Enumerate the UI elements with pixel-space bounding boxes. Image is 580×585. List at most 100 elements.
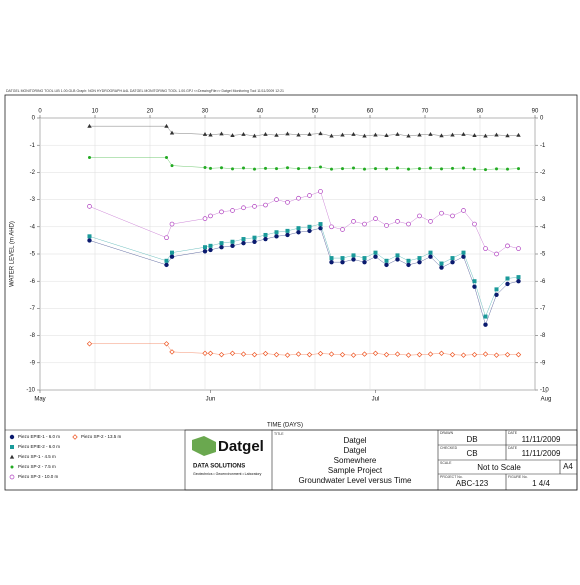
point — [505, 281, 510, 287]
point — [274, 230, 279, 235]
sheet-size: A4 — [563, 462, 573, 471]
point — [440, 167, 443, 171]
point — [285, 131, 290, 136]
point — [362, 221, 367, 227]
series — [87, 225, 521, 327]
point — [230, 208, 235, 213]
point — [406, 258, 411, 263]
point — [395, 219, 400, 224]
point — [394, 351, 401, 357]
point — [163, 341, 170, 347]
point — [417, 259, 422, 265]
point — [263, 236, 268, 242]
point — [517, 167, 520, 171]
logo-name: Datgel — [218, 438, 264, 455]
y-tick-label: -10 — [26, 388, 35, 394]
date-label-2: DATE — [508, 446, 518, 450]
point — [472, 279, 477, 284]
point — [275, 167, 278, 171]
checked-label: CHECKED — [440, 446, 458, 450]
point — [329, 224, 334, 230]
point — [318, 222, 323, 227]
point — [307, 193, 312, 198]
point — [231, 167, 234, 171]
x-axis-title: TIME (DAYS) — [267, 423, 303, 429]
point — [483, 322, 488, 327]
point — [219, 245, 224, 250]
point — [505, 133, 510, 138]
point — [406, 221, 411, 227]
point — [373, 254, 378, 259]
y2-tick-label: -2 — [540, 170, 546, 176]
point — [396, 166, 399, 170]
point — [285, 232, 290, 238]
point — [494, 287, 499, 292]
point — [482, 351, 489, 357]
point — [506, 167, 509, 171]
point — [164, 258, 169, 263]
point — [209, 166, 212, 170]
point — [494, 292, 499, 297]
point — [350, 352, 357, 358]
title-line: Datgel — [343, 446, 366, 455]
point — [308, 166, 311, 170]
point — [395, 132, 400, 136]
point — [439, 265, 444, 270]
point — [241, 205, 246, 211]
y-tick-label: -1 — [30, 143, 36, 149]
point — [87, 204, 92, 209]
point — [516, 246, 521, 251]
point — [351, 219, 356, 224]
legend-label: Piezo SP-1 - 4.5 m — [18, 454, 56, 459]
point — [328, 351, 335, 357]
x-tick-label: 30 — [202, 109, 209, 115]
point — [505, 243, 510, 249]
point — [505, 276, 510, 281]
point — [319, 165, 322, 169]
point — [87, 123, 92, 128]
point — [230, 243, 235, 249]
y-tick-label: -4 — [30, 224, 36, 230]
point — [428, 254, 433, 259]
y2-tick-label: -9 — [540, 360, 546, 366]
legend-label: Piezo SP-3 - 10.0 m — [18, 474, 59, 479]
point — [208, 132, 213, 137]
point — [252, 133, 257, 138]
point — [202, 350, 208, 356]
point — [164, 123, 169, 128]
y2-tick-label: -8 — [540, 333, 546, 339]
series — [87, 222, 521, 319]
point — [385, 167, 388, 171]
y2-tick-label: 0 — [540, 116, 544, 122]
point — [449, 351, 456, 358]
legend-label: Piezo EPIE-1 - 6.0 m — [18, 434, 60, 439]
point — [318, 225, 323, 231]
x-tick-label: 90 — [532, 109, 539, 115]
title-line: Somewhere — [334, 456, 377, 465]
point — [373, 132, 378, 137]
point — [395, 257, 400, 262]
point — [202, 132, 208, 136]
legend-label: Piezo SP-2 - 13.5 m — [81, 434, 122, 439]
y-tick-label: -2 — [30, 170, 36, 176]
y2-tick-label: -5 — [540, 252, 546, 258]
point — [339, 351, 346, 358]
y-tick-label: -9 — [30, 360, 36, 366]
point — [494, 132, 499, 137]
point — [170, 250, 174, 255]
y2-tick-label: -6 — [540, 279, 546, 285]
x-tick-label: 70 — [422, 109, 429, 115]
point — [461, 132, 466, 136]
point — [284, 352, 291, 358]
point — [362, 259, 367, 265]
point — [361, 351, 368, 357]
point — [383, 351, 390, 358]
x-tick-label: 0 — [38, 109, 42, 115]
legend-label: Piezo EPIE-2 - 6.0 m — [18, 444, 60, 449]
point — [252, 235, 257, 240]
legend-swatch — [72, 434, 78, 440]
point — [220, 166, 223, 170]
legend-label: Piezo SP-2 - 7.5 m — [18, 464, 56, 469]
point — [169, 254, 175, 259]
